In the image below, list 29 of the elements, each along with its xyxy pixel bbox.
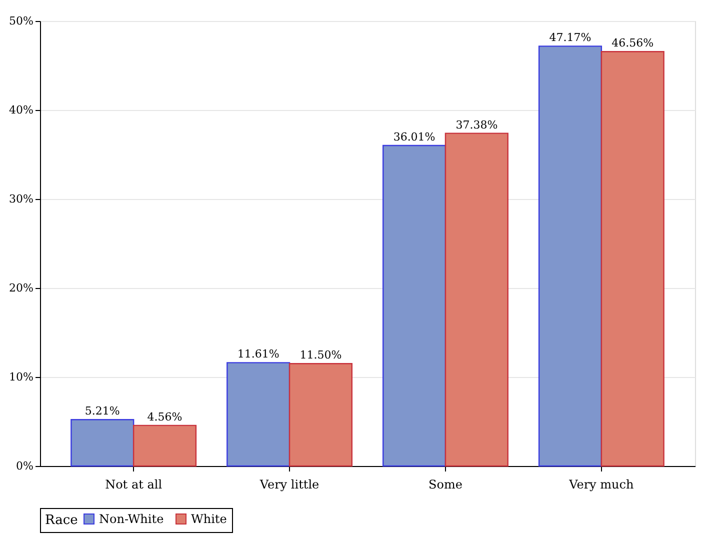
- legend-label: White: [191, 512, 227, 526]
- bar: [382, 144, 446, 467]
- legend-title: Race: [45, 513, 78, 528]
- bar: [70, 419, 134, 467]
- x-tick-label: Very little: [258, 478, 320, 492]
- x-tick-label: Not at all: [105, 478, 162, 492]
- x-tick-label: Very much: [568, 478, 634, 492]
- y-tick-label: 0%: [16, 460, 34, 472]
- y-tick-label: 10%: [9, 370, 34, 384]
- y-tick-label: 40%: [9, 104, 34, 116]
- bar: [600, 51, 664, 467]
- y-tick-label: 30%: [9, 192, 34, 206]
- data-label: 36.01%: [393, 130, 436, 144]
- data-label: 47.17%: [549, 31, 592, 44]
- bar: [538, 46, 602, 467]
- data-label: 4.56%: [147, 410, 182, 424]
- y-tick-label: 20%: [9, 282, 34, 294]
- bar: [132, 424, 197, 467]
- data-label: 46.56%: [612, 36, 654, 50]
- data-label: 5.21%: [84, 404, 120, 418]
- bar: [444, 132, 508, 467]
- data-label: 37.38%: [456, 118, 498, 132]
- data-label: 11.61%: [237, 348, 280, 361]
- bar: [226, 362, 290, 467]
- data-label: 11.50%: [300, 348, 342, 362]
- bar: [288, 363, 353, 467]
- y-tick-label: 50%: [9, 14, 34, 28]
- x-tick-label: Some: [428, 478, 462, 492]
- legend-label: Non-White: [99, 512, 164, 526]
